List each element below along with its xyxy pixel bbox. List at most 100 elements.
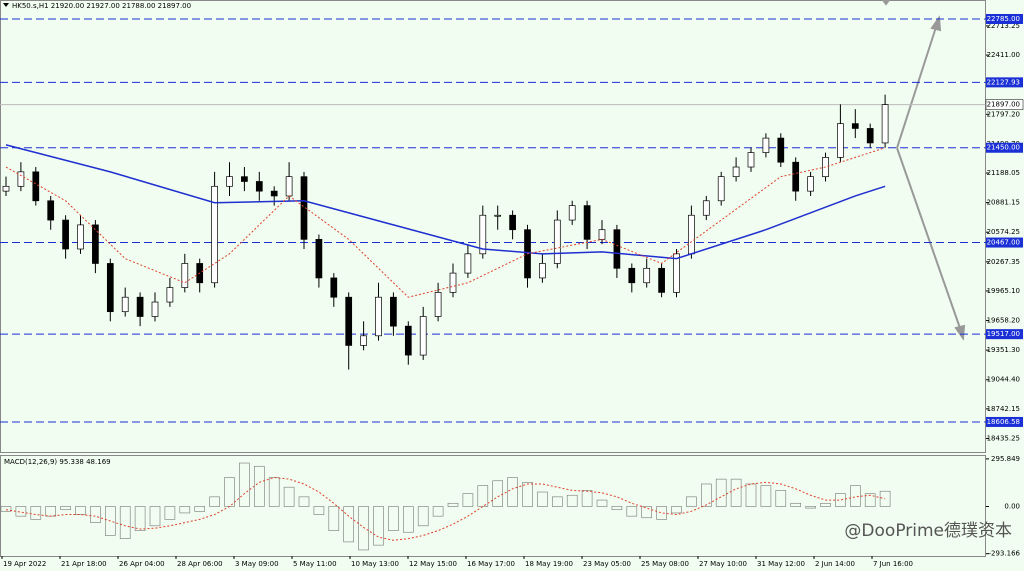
menu-arrow [3,3,9,7]
arrow-head [881,0,891,6]
macd-bar [551,496,563,507]
x-tick-label: 18 May 19:00 [525,560,573,568]
level-box [986,13,1023,24]
y-tick-label: 22411.00 [987,51,1020,59]
candle-body [732,166,740,178]
macd-bar [388,506,399,531]
candle-body [106,263,114,313]
arrow-up [896,23,938,149]
macd-bar [730,478,742,507]
candle-body [2,185,10,192]
candle-body [181,263,189,288]
macd-bar [268,477,280,507]
arrow-head [954,324,966,341]
candle-body [851,123,859,129]
macd-bar [596,499,608,507]
level-box [986,142,1023,153]
macd-bar [507,477,518,507]
macd-bar [0,506,12,512]
candle-body [77,224,84,250]
level-label: 19517.00 [987,330,1020,338]
macd-bar [164,506,176,520]
macd-bar [715,478,727,507]
macd-bar [417,506,429,527]
candle-body [866,128,874,144]
x-tick-label: 21 Apr 18:00 [61,560,107,568]
macd-bar [611,506,623,511]
candle-body [807,176,814,192]
candle-body [449,272,457,293]
current-price-label: 21897.00 [987,101,1020,109]
x-tick-label: 23 May 05:00 [583,560,631,568]
macd-bar [432,506,444,517]
candle-body [136,296,144,317]
y-tick-label: 20267.35 [987,258,1020,266]
macd-bar [105,506,116,536]
macd-bar [686,496,697,507]
candle-body [360,335,367,346]
x-tick-label: 25 May 08:00 [641,560,689,568]
candle-body [583,205,591,240]
macd-bar [149,506,161,527]
candle-body [255,181,263,192]
y-tick-label: 0.00 [1004,503,1020,511]
candle-body [211,185,218,284]
y-tick-label: 18742.15 [987,405,1020,413]
candle-body [702,200,710,216]
macd-bar [298,496,310,507]
chart-title: HK50.s,H1 21920.00 21927.00 21788.00 218… [12,2,191,10]
y-tick-label: 20574.25 [987,228,1020,236]
macd-signal [5,477,886,541]
main-panel [0,0,986,453]
candle-body [434,292,442,317]
y-tick-label: 19965.10 [987,287,1020,295]
level-label: 21450.00 [987,144,1020,152]
level-box [986,416,1023,427]
candle-body [881,104,889,144]
x-tick-label: 26 Apr 04:00 [119,560,165,568]
macd-bar [239,462,250,507]
x-tick-label: 27 May 10:00 [699,560,747,568]
candle-body [47,200,55,221]
candle-body [658,267,665,293]
y-tick-label: 20881.15 [987,199,1020,207]
macd-bar [358,506,369,551]
macd-bar [820,502,831,507]
macd-bar [134,506,146,531]
y-tick-label: 19658.20 [987,317,1020,325]
candle-body [166,287,174,303]
macd-bar [30,506,42,520]
macd-bar [343,506,355,543]
watermark: @DooPrime德璞资本 [844,521,1012,541]
candle-body [598,229,606,240]
macd-bar [447,502,459,507]
macd-bar [462,493,474,507]
macd-bar [671,506,682,514]
macd-bar [373,506,384,546]
macd-bar [700,483,712,507]
macd-bar [745,483,757,507]
x-tick-label: 2 Jun 14:00 [815,560,855,568]
macd-bar [179,506,191,514]
candle-body [494,214,502,217]
macd-bar [328,506,340,531]
macd-panel [0,455,986,557]
candle-body [17,171,25,187]
x-tick-label: 5 May 11:00 [293,560,337,568]
candle-body [717,176,725,202]
candle-body [32,171,40,202]
forecast-arrows [881,0,966,341]
candle-body [270,190,278,197]
macd-bar [283,486,295,507]
candle-body [345,296,353,346]
level-label: 20467.00 [987,239,1020,247]
candle-body [792,161,800,192]
x-tick-label: 31 May 12:00 [757,560,805,568]
x-tick-label: 16 May 17:00 [467,560,515,568]
candle-body [479,214,487,255]
y-tick-label: 18435.25 [987,434,1020,442]
level-label: 22127.93 [987,78,1020,86]
current-price-box [985,99,1024,110]
macd-bar [194,506,205,512]
